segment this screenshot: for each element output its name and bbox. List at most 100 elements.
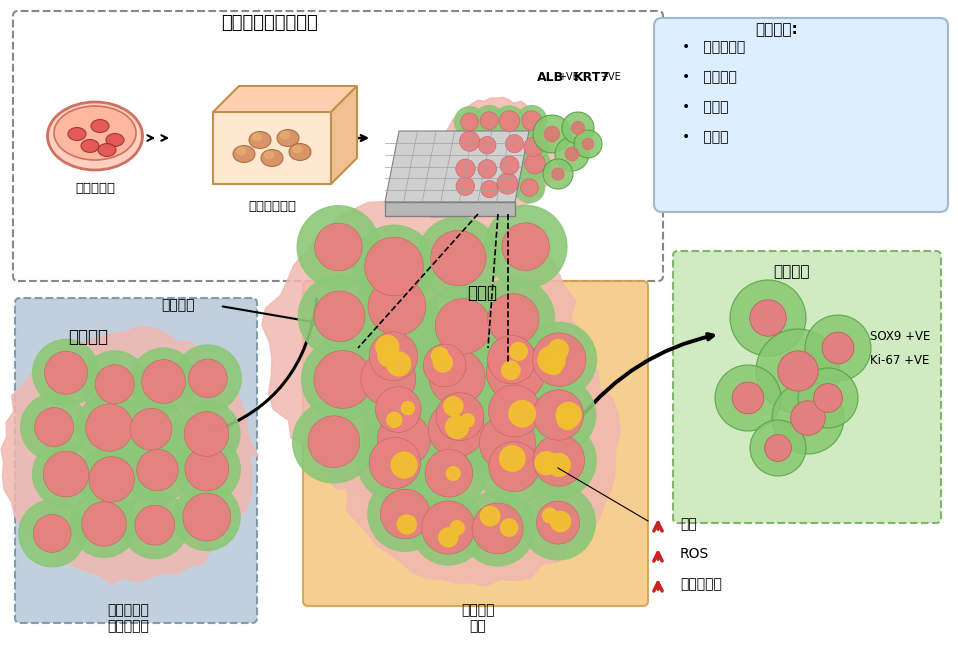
- Circle shape: [572, 122, 584, 135]
- Text: 曲格列酮: 曲格列酮: [68, 328, 108, 346]
- Circle shape: [565, 147, 579, 161]
- Ellipse shape: [281, 131, 289, 139]
- Circle shape: [445, 416, 468, 438]
- Circle shape: [184, 412, 229, 456]
- Circle shape: [34, 515, 71, 552]
- Circle shape: [411, 490, 486, 565]
- Circle shape: [34, 408, 74, 446]
- Text: •   无血清培养: • 无血清培养: [682, 40, 745, 54]
- Circle shape: [715, 365, 781, 431]
- Circle shape: [522, 322, 597, 397]
- Circle shape: [461, 113, 479, 131]
- Circle shape: [544, 127, 559, 142]
- Circle shape: [474, 331, 557, 414]
- Circle shape: [499, 129, 530, 159]
- Circle shape: [357, 426, 432, 500]
- Text: 胆管反应: 胆管反应: [774, 264, 810, 279]
- Ellipse shape: [289, 143, 311, 161]
- Circle shape: [521, 423, 596, 498]
- Circle shape: [476, 430, 551, 504]
- Circle shape: [477, 374, 552, 448]
- Circle shape: [439, 528, 458, 547]
- Circle shape: [474, 105, 504, 136]
- Text: 多能干细胞: 多能干细胞: [75, 182, 115, 195]
- Circle shape: [71, 491, 137, 557]
- Circle shape: [33, 340, 100, 406]
- Circle shape: [380, 489, 430, 539]
- Circle shape: [401, 402, 414, 415]
- Circle shape: [85, 404, 133, 452]
- Circle shape: [412, 436, 487, 511]
- Circle shape: [124, 437, 191, 503]
- Circle shape: [538, 346, 565, 374]
- Circle shape: [480, 112, 498, 130]
- Circle shape: [347, 338, 429, 420]
- Circle shape: [377, 346, 399, 366]
- Polygon shape: [262, 190, 582, 511]
- Circle shape: [552, 168, 564, 180]
- Circle shape: [429, 350, 485, 406]
- Text: 脂肪酸: 脂肪酸: [467, 284, 497, 302]
- Circle shape: [292, 400, 376, 483]
- Circle shape: [506, 135, 523, 153]
- Circle shape: [398, 515, 417, 534]
- Circle shape: [479, 415, 536, 471]
- Ellipse shape: [233, 145, 255, 163]
- Circle shape: [562, 112, 594, 144]
- Circle shape: [514, 172, 544, 202]
- Circle shape: [33, 441, 100, 507]
- Circle shape: [494, 150, 525, 180]
- Text: •   高产量: • 高产量: [682, 100, 728, 114]
- Circle shape: [805, 315, 871, 381]
- Circle shape: [509, 400, 536, 427]
- Circle shape: [497, 173, 518, 194]
- Ellipse shape: [264, 151, 273, 159]
- Text: ROS: ROS: [680, 547, 709, 561]
- Ellipse shape: [249, 131, 271, 149]
- Circle shape: [548, 340, 568, 360]
- Circle shape: [543, 159, 573, 189]
- Circle shape: [361, 351, 416, 406]
- Circle shape: [536, 501, 580, 544]
- Circle shape: [472, 154, 502, 184]
- Polygon shape: [385, 202, 515, 216]
- Circle shape: [387, 412, 401, 428]
- Circle shape: [189, 359, 227, 398]
- Circle shape: [416, 336, 498, 419]
- Circle shape: [456, 159, 475, 178]
- Circle shape: [185, 447, 229, 491]
- Circle shape: [436, 393, 484, 441]
- Circle shape: [502, 361, 520, 380]
- Circle shape: [574, 130, 602, 158]
- Circle shape: [557, 408, 579, 430]
- Circle shape: [297, 206, 379, 288]
- Circle shape: [750, 300, 787, 336]
- FancyBboxPatch shape: [303, 281, 648, 606]
- Circle shape: [368, 477, 443, 551]
- Circle shape: [461, 414, 474, 427]
- Circle shape: [489, 385, 540, 437]
- Circle shape: [542, 508, 557, 523]
- Circle shape: [756, 329, 840, 413]
- Circle shape: [582, 139, 594, 150]
- Text: Ki-67 +VE: Ki-67 +VE: [870, 354, 929, 368]
- Ellipse shape: [277, 129, 299, 147]
- Circle shape: [472, 503, 523, 554]
- Circle shape: [488, 294, 539, 345]
- Circle shape: [487, 342, 545, 402]
- Circle shape: [472, 278, 555, 360]
- FancyBboxPatch shape: [654, 18, 948, 212]
- Circle shape: [356, 319, 431, 394]
- Circle shape: [376, 336, 399, 358]
- Circle shape: [522, 111, 541, 131]
- Circle shape: [422, 285, 504, 368]
- Circle shape: [428, 401, 485, 457]
- Circle shape: [454, 107, 485, 137]
- Circle shape: [422, 380, 497, 454]
- Text: +VE: +VE: [600, 72, 621, 82]
- Text: 系统优势:: 系统优势:: [755, 22, 798, 37]
- Text: 肝类器官的形成步骤: 肝类器官的形成步骤: [221, 14, 318, 32]
- Circle shape: [533, 434, 584, 486]
- Circle shape: [456, 177, 474, 196]
- Circle shape: [415, 388, 497, 470]
